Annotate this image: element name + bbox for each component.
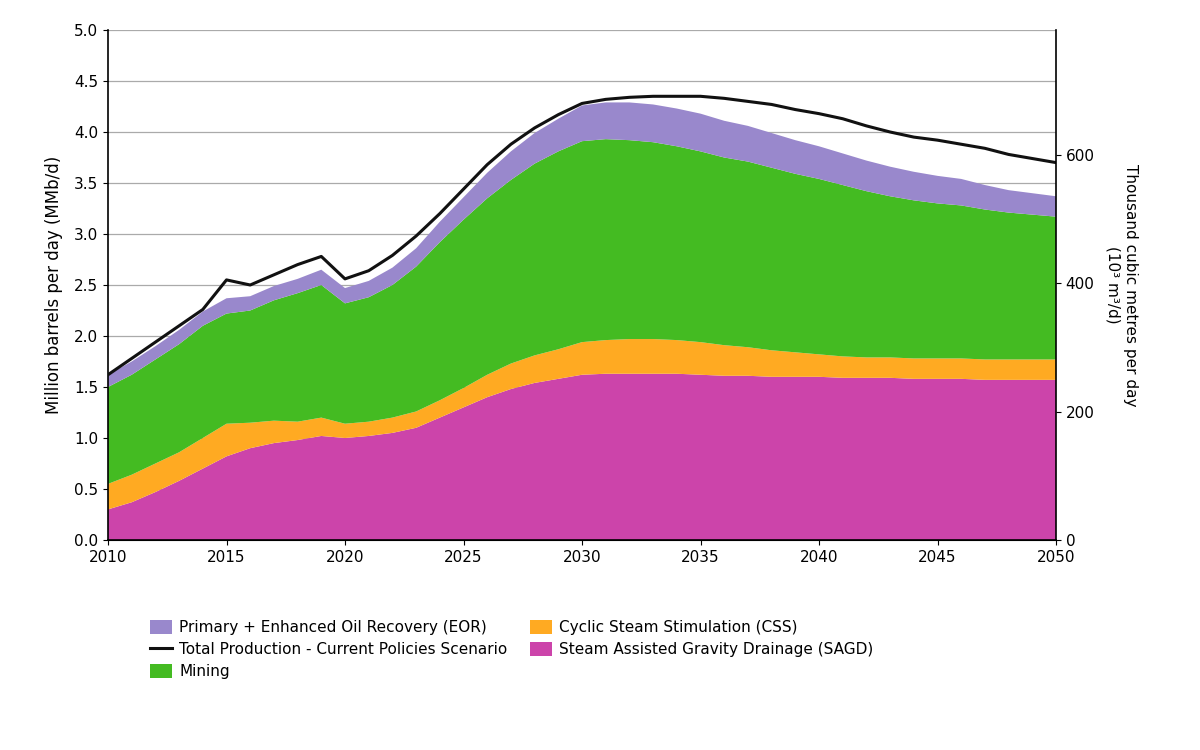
Y-axis label: Million barrels per day (MMb/d): Million barrels per day (MMb/d) <box>44 156 62 414</box>
Legend: Primary + Enhanced Oil Recovery (EOR), Total Production - Current Policies Scena: Primary + Enhanced Oil Recovery (EOR), T… <box>144 614 880 685</box>
Y-axis label: Thousand cubic metres per day
(10³ m³/d): Thousand cubic metres per day (10³ m³/d) <box>1106 164 1139 407</box>
